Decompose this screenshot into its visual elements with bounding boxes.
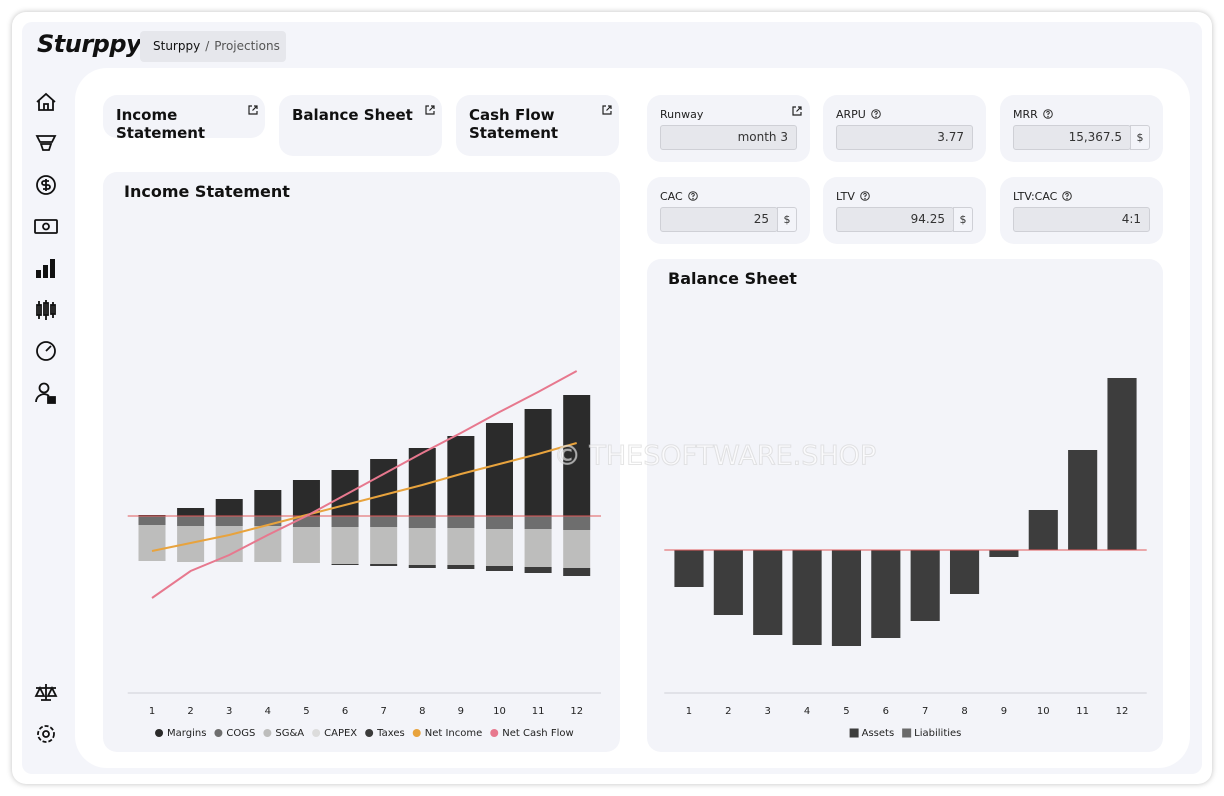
help-icon[interactable] (866, 108, 881, 121)
chart-title: Balance Sheet (668, 269, 797, 288)
external-link-icon (602, 101, 612, 119)
label-text: MRR (1013, 108, 1038, 121)
help-icon[interactable] (683, 190, 698, 203)
home-icon[interactable] (36, 92, 56, 111)
metric-card: MRR 15,367.5 $ (1000, 95, 1163, 162)
chart-title: Income Statement (124, 182, 290, 201)
metric-card: LTV 94.25 $ (823, 177, 986, 244)
label-text: CAC (660, 190, 683, 203)
logo[interactable]: Sturppy (37, 30, 142, 58)
metric-card: CAC 25 $ (647, 177, 810, 244)
metric-label: CAC (660, 190, 698, 203)
metric-label: Runway (660, 108, 703, 121)
label-text: ARPU (836, 108, 866, 121)
tab-label: Balance Sheet (292, 106, 413, 124)
metric-card: LTV:CAC 4:1 (1000, 177, 1163, 244)
metric-unit: $ (1130, 125, 1150, 150)
scale-icon[interactable] (34, 684, 58, 701)
metric-input[interactable]: 94.25 (836, 207, 954, 232)
metric-label: LTV (836, 190, 870, 203)
metric-label: ARPU (836, 108, 881, 121)
gauge-icon[interactable] (36, 341, 56, 361)
metric-card: Runway month 3 (647, 95, 810, 162)
tab-label: Cash Flow Statement (469, 106, 559, 142)
chart-card: Income Statement (103, 172, 620, 752)
user-lock-icon[interactable] (35, 382, 56, 404)
label-text: LTV (836, 190, 855, 203)
metric-input[interactable]: 25 (660, 207, 778, 232)
settings-icon[interactable] (37, 725, 55, 743)
tab[interactable]: Cash Flow Statement (456, 95, 619, 156)
metric-unit: $ (777, 207, 797, 232)
crumb-link[interactable]: Sturppy (153, 39, 201, 53)
external-link-icon (425, 101, 435, 119)
sidebar (34, 92, 58, 743)
metric-unit: $ (953, 207, 973, 232)
tab[interactable]: Income Statement (103, 95, 265, 142)
chart-icon[interactable] (36, 259, 55, 278)
metric-label: LTV:CAC (1013, 190, 1073, 203)
metric-input[interactable]: 3.77 (836, 125, 973, 150)
metric-label: MRR (1013, 108, 1053, 121)
tab[interactable]: Balance Sheet (279, 95, 442, 156)
chart-card: Balance Sheet (647, 259, 1163, 752)
metric-card: ARPU 3.77 (823, 95, 986, 162)
breadcrumb: Sturppy / Projections (140, 31, 286, 62)
metric-input[interactable]: month 3 (660, 125, 797, 150)
cash-icon[interactable] (34, 219, 58, 234)
dollar-icon[interactable] (36, 175, 56, 195)
external-link-icon[interactable] (792, 101, 802, 120)
help-icon[interactable] (1057, 190, 1073, 203)
metric-input[interactable]: 4:1 (1013, 207, 1150, 232)
help-icon[interactable] (1038, 108, 1053, 121)
help-icon[interactable] (855, 190, 870, 203)
candles-icon[interactable] (36, 300, 56, 320)
crumb-sep: / (205, 39, 210, 53)
label-text: Runway (660, 108, 704, 121)
metric-input[interactable]: 15,367.5 (1013, 125, 1131, 150)
funnel-icon[interactable] (35, 135, 57, 151)
label-text: LTV:CAC (1013, 190, 1058, 203)
crumb-current: Projections (214, 39, 280, 53)
external-link-icon (248, 101, 258, 119)
tab-label: Income Statement (116, 106, 206, 142)
